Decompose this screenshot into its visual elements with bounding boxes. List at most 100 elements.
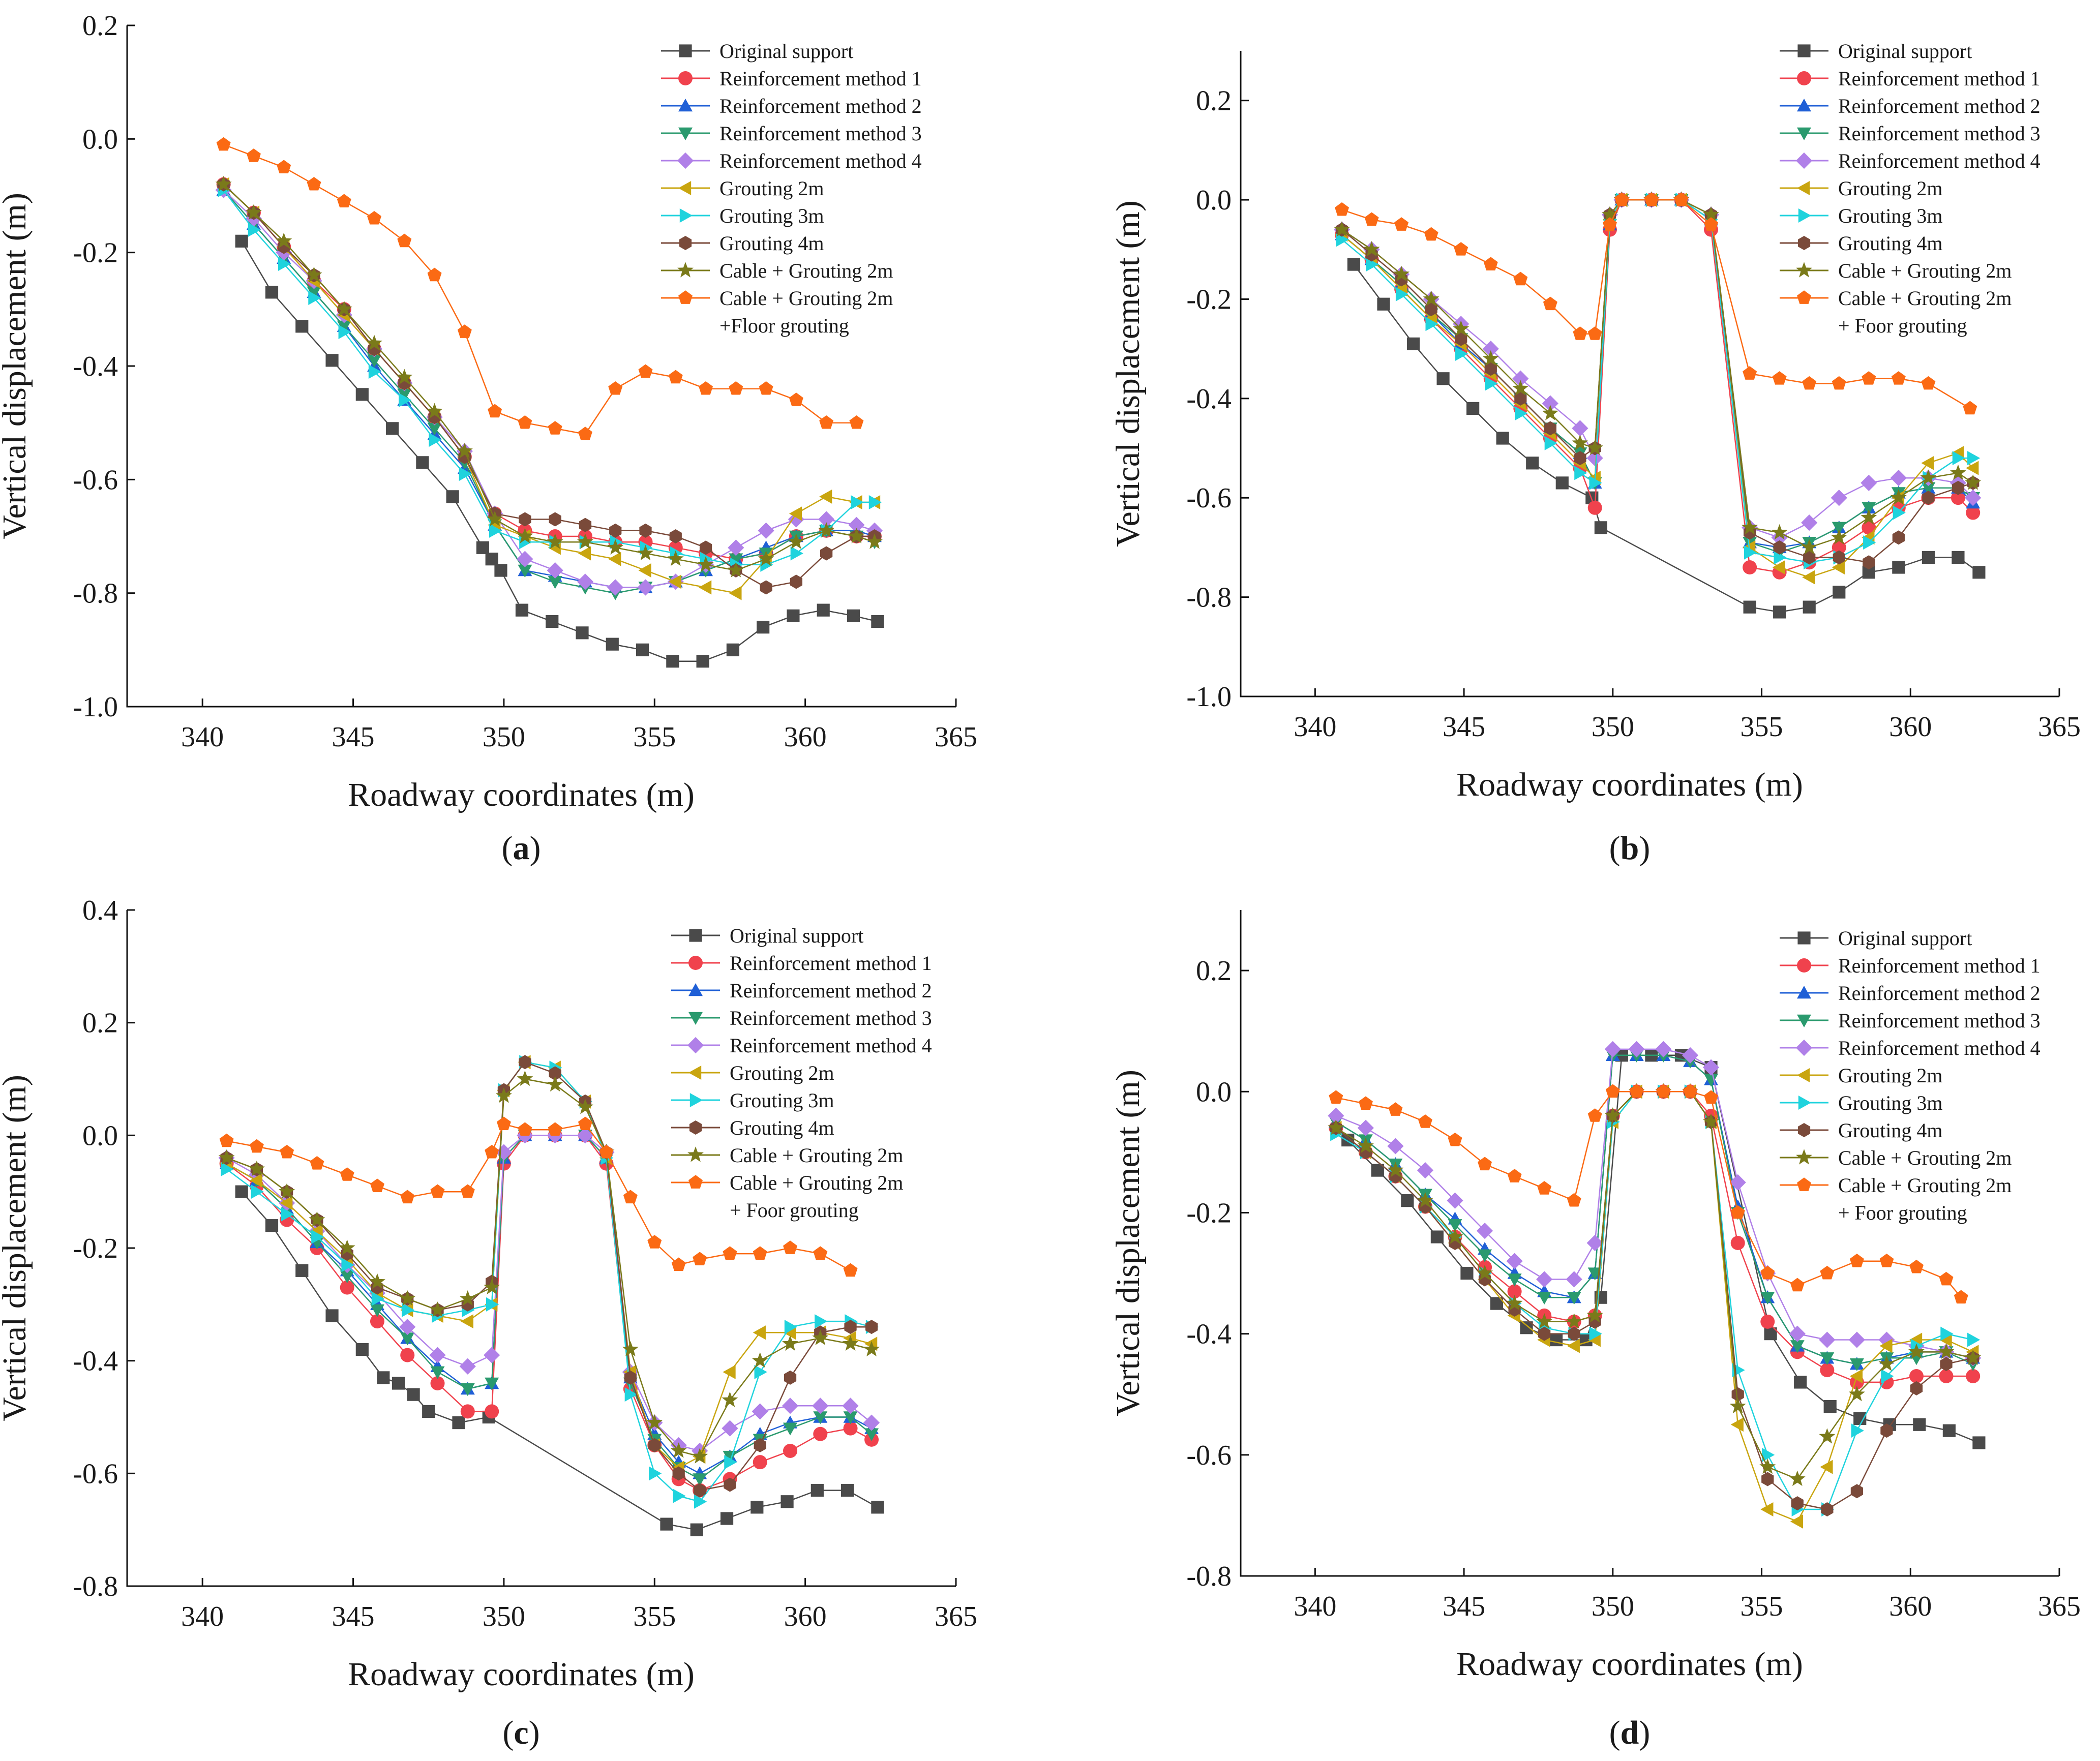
legend: Original support Reinforcement method 1 Re… <box>661 40 922 337</box>
legend-label: Reinforcement method 2 <box>1838 982 2041 1005</box>
y-tick-label: -0.8 <box>73 1571 118 1602</box>
legend-label: Original support <box>1838 927 1972 950</box>
legend-marker <box>1797 931 1811 945</box>
data-point <box>1832 376 1846 390</box>
data-point <box>279 1183 295 1199</box>
panel-label-paren: ( <box>1609 1714 1621 1751</box>
data-point <box>235 234 248 248</box>
data-point <box>1832 522 1846 535</box>
data-point <box>753 1325 766 1340</box>
y-tick-label: 0.0 <box>1196 1076 1232 1108</box>
data-point <box>1851 1423 1864 1438</box>
x-tick-label: 350 <box>1592 711 1634 743</box>
data-point <box>397 388 412 402</box>
panel-label: (b) <box>1609 830 1651 867</box>
legend-label: Reinforcement method 4 <box>1838 1037 2041 1059</box>
data-point <box>842 1335 859 1351</box>
data-point <box>813 1411 828 1424</box>
data-point <box>1423 290 1439 307</box>
x-tick-label: 360 <box>784 721 827 753</box>
data-point <box>459 1290 476 1306</box>
data-point <box>460 1404 475 1419</box>
data-point <box>843 1263 858 1277</box>
data-point <box>1729 1398 1746 1414</box>
data-point <box>519 512 531 527</box>
data-point <box>866 533 883 549</box>
data-point <box>487 510 503 527</box>
y-tick-label: -1.0 <box>73 691 118 723</box>
data-point <box>787 609 800 622</box>
legend-label: Reinforcement method 4 <box>730 1034 932 1057</box>
data-point <box>1328 1119 1344 1135</box>
data-point <box>1862 502 1876 515</box>
data-point <box>338 325 351 339</box>
data-point <box>871 615 884 628</box>
data-point <box>215 175 232 192</box>
legend-marker <box>678 71 693 85</box>
data-point <box>1849 1254 1864 1267</box>
data-point <box>1425 302 1437 316</box>
data-point <box>251 1185 264 1199</box>
data-point <box>1536 1313 1553 1329</box>
legend-label: + Foor grouting <box>730 1199 859 1222</box>
data-point <box>484 1347 500 1363</box>
data-point <box>1347 258 1361 271</box>
data-point <box>1966 505 1981 520</box>
data-point <box>1940 1357 1953 1372</box>
data-point <box>1760 1265 1775 1280</box>
data-point <box>1586 439 1603 456</box>
data-point <box>1832 560 1845 574</box>
data-point <box>1601 206 1618 222</box>
data-point <box>399 1290 416 1306</box>
y-tick-label: -0.4 <box>1186 1319 1232 1350</box>
data-point <box>308 291 321 305</box>
data-point <box>724 1477 736 1492</box>
data-point <box>819 489 832 504</box>
data-point <box>636 643 649 656</box>
data-point <box>1604 1107 1621 1123</box>
x-tick-label: 355 <box>1741 1591 1783 1622</box>
y-tick-label: -0.4 <box>73 1346 118 1377</box>
data-point <box>1972 1436 1986 1449</box>
data-point <box>1833 550 1845 565</box>
legend-label: Grouting 4m <box>719 232 824 255</box>
data-point <box>1850 1484 1864 1499</box>
data-point <box>851 495 864 509</box>
data-point <box>1387 1162 1404 1177</box>
series-original-support <box>235 234 884 668</box>
legend-marker <box>689 1093 703 1107</box>
data-point <box>637 579 654 596</box>
data-point <box>784 1320 797 1334</box>
data-point <box>1702 1059 1720 1076</box>
data-point <box>1789 1325 1806 1342</box>
data-point <box>1761 1472 1774 1486</box>
legend-marker <box>677 152 694 169</box>
data-point <box>1496 432 1509 445</box>
data-point <box>729 553 743 566</box>
legend-label: Grouting 2m <box>730 1061 834 1084</box>
legend: Original support Reinforcement method 1 Re… <box>1780 40 2041 337</box>
data-point <box>309 1211 325 1227</box>
panel-label-paren: ) <box>1639 1714 1650 1751</box>
data-point <box>723 1246 737 1260</box>
data-point <box>1803 600 1816 614</box>
data-point <box>783 1240 797 1254</box>
panel-label: (a) <box>502 830 541 867</box>
legend-marker <box>1797 236 1811 250</box>
data-point <box>693 1473 707 1486</box>
data-point <box>1538 1326 1551 1341</box>
data-point <box>1913 1418 1926 1431</box>
data-point <box>608 552 621 566</box>
data-point <box>1482 350 1499 366</box>
panel-label-letter: b <box>1621 830 1639 867</box>
data-point <box>1772 371 1787 385</box>
data-point <box>1730 1417 1744 1432</box>
data-point <box>496 1116 511 1131</box>
data-point <box>1849 1369 1863 1383</box>
x-tick-label: 345 <box>332 1601 375 1632</box>
panel-label-letter: a <box>513 830 530 867</box>
data-point <box>355 388 369 401</box>
data-point <box>623 1190 638 1204</box>
data-point <box>548 421 562 435</box>
